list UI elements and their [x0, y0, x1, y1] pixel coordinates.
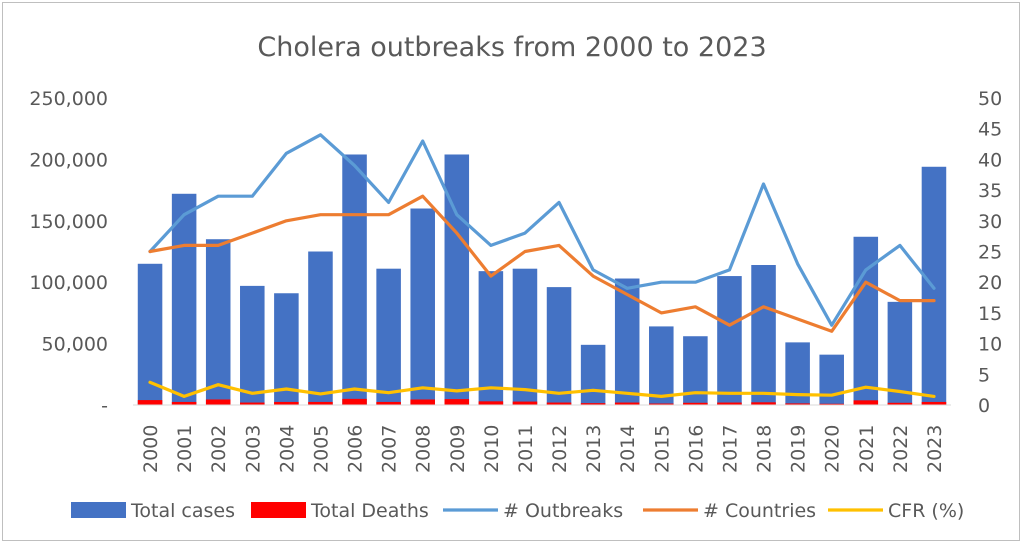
x-tick-label: 2011: [515, 425, 537, 473]
y-right-tick-label: 20: [978, 272, 1002, 294]
bar-total-cases: [444, 154, 470, 405]
legend-swatch: [251, 502, 306, 518]
y-right-tick-label: 50: [978, 88, 1002, 110]
bar-total-deaths: [546, 402, 572, 405]
y-right-tick-label: 30: [978, 211, 1002, 233]
x-tick-label: 2001: [174, 425, 196, 473]
y-left-tick-label: 200,000: [29, 149, 108, 171]
bar-total-cases: [274, 293, 299, 405]
y-right-tick-label: 0: [978, 395, 990, 417]
bar-total-deaths: [137, 400, 163, 405]
y-right-tick-label: 40: [978, 149, 1002, 171]
y-left-tick-label: 250,000: [29, 88, 108, 110]
chart-title: Cholera outbreaks from 2000 to 2023: [257, 32, 766, 63]
x-tick-label: 2003: [242, 425, 264, 473]
legend-label: # Outbreaks: [503, 500, 623, 522]
bar-total-cases: [819, 354, 844, 405]
x-tick-label: 2002: [208, 425, 230, 473]
x-tick-label: 2021: [856, 425, 878, 473]
x-tick-label: 2018: [754, 425, 776, 473]
bar-total-deaths: [819, 403, 844, 405]
line-cfr: [148, 380, 936, 398]
bar-total-deaths: [274, 401, 299, 405]
bar-total-deaths: [240, 402, 265, 405]
bar-total-deaths: [580, 403, 606, 405]
x-tick-label: 2023: [924, 425, 946, 473]
legend-label: # Countries: [703, 500, 816, 522]
y-right-tick-label: 5: [978, 364, 990, 386]
bar-total-cases: [342, 154, 367, 405]
x-tick-label: 2015: [651, 425, 673, 473]
bar-total-cases: [717, 276, 742, 405]
bar-total-deaths: [478, 401, 504, 405]
bar-total-cases: [580, 344, 606, 405]
x-tick-label: 2010: [481, 425, 503, 473]
bar-total-cases: [512, 268, 538, 405]
y-right-tick-label: 35: [978, 180, 1002, 202]
line-outbreaks: [148, 133, 936, 327]
x-tick-label: 2013: [583, 425, 605, 473]
x-tick-label: 2008: [413, 425, 435, 473]
x-tick-label: 2005: [310, 425, 332, 473]
bar-total-deaths: [308, 401, 333, 405]
bar-total-deaths: [717, 402, 742, 405]
chart: Cholera outbreaks from 2000 to 2023 - 50,…: [29, 32, 1002, 522]
y-right-tick-label: 10: [978, 334, 1002, 356]
bar-total-cases: [649, 326, 674, 405]
bar-total-cases: [478, 271, 504, 405]
bar-total-deaths: [512, 401, 538, 405]
line-countries: [148, 194, 936, 333]
bar-total-deaths: [751, 402, 776, 405]
bar-total-deaths: [614, 402, 640, 405]
x-tick-label: 2016: [685, 425, 707, 473]
bar-total-deaths: [785, 403, 810, 405]
bar-total-deaths: [444, 399, 470, 405]
bar-total-deaths: [853, 400, 879, 405]
x-tick-label: 2000: [140, 425, 162, 473]
bar-total-deaths: [683, 402, 708, 405]
bar-total-deaths: [376, 401, 401, 405]
bar-total-cases: [205, 239, 231, 405]
x-tick-label: 2014: [617, 425, 639, 473]
x-tick-label: 2020: [822, 425, 844, 473]
y-right-tick-label: 25: [978, 242, 1002, 264]
plot-area: - 50,000 100,000 150,000 200,000 250,000 0 5 10 1…: [29, 88, 1002, 473]
legend-label: CFR (%): [888, 500, 964, 522]
bar-total-deaths: [649, 403, 674, 405]
bar-total-deaths: [887, 402, 913, 405]
x-tick-label: 2007: [379, 425, 401, 473]
y-left-tick-label: 50,000: [42, 334, 108, 356]
bar-total-cases: [376, 268, 401, 405]
x-tick-label: 2019: [788, 425, 810, 473]
legend: Total cases Total Deaths # Outbreaks # Coun…: [71, 500, 964, 522]
bar-total-cases: [410, 208, 435, 405]
x-tick-label: 2009: [447, 425, 469, 473]
x-tick-label: 2012: [549, 425, 571, 473]
bar-total-cases: [546, 287, 572, 405]
x-tick-label: 2006: [345, 425, 367, 473]
bar-total-deaths: [171, 401, 197, 405]
bar-total-deaths: [342, 398, 367, 405]
legend-swatch: [71, 502, 126, 518]
y-left-tick-label: -: [101, 395, 108, 417]
bar-total-deaths: [921, 401, 947, 405]
bar-total-cases: [308, 251, 333, 405]
bar-total-deaths: [410, 399, 435, 405]
legend-label: Total cases: [130, 500, 235, 522]
legend-label: Total Deaths: [310, 500, 429, 522]
y-right-tick-label: 45: [978, 119, 1002, 141]
x-tick-label: 2004: [276, 425, 298, 473]
bar-total-deaths: [205, 399, 231, 405]
x-tick-label: 2017: [719, 425, 741, 473]
bar-total-cases: [751, 265, 776, 405]
y-left-tick-label: 150,000: [29, 211, 108, 233]
x-tick-label: 2022: [890, 425, 912, 473]
y-right-tick-label: 15: [978, 303, 1002, 325]
bar-total-cases: [887, 301, 913, 405]
y-left-tick-label: 100,000: [29, 272, 108, 294]
bar-total-cases: [240, 285, 265, 405]
bar-total-cases: [171, 193, 197, 405]
